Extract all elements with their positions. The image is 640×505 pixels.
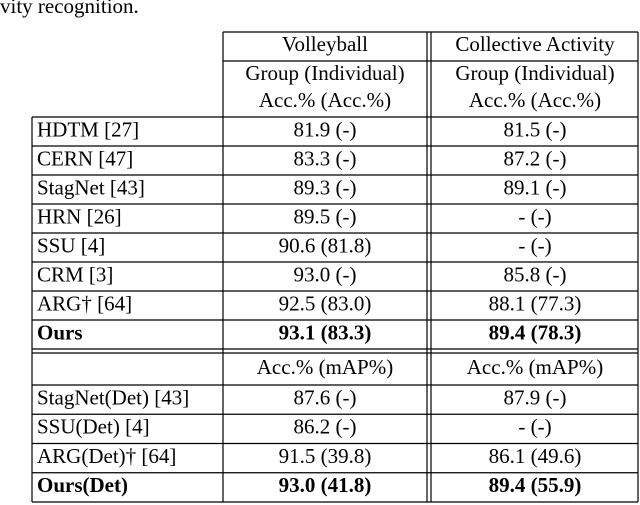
header-cell: Acc.% (mAP%) [257,355,393,379]
header-cell: Acc.% (Acc.%) [469,88,601,112]
method-cell: CERN [47] [37,146,133,170]
value-cell: 89.5 (-) [294,204,357,228]
value-cell: 86.1 (49.6) [489,444,582,468]
value-cell: 85.8 (-) [504,262,567,286]
method-cell: ARG(Det)† [64] [37,444,176,468]
caption: vity recognition. [0,0,139,18]
method-cell: StagNet [43] [37,175,145,199]
value-cell: - (-) [518,415,551,439]
header-cell: Volleyball [282,32,368,56]
value-cell: 93.0 (41.8) [279,473,372,497]
header-cell: Group (Individual) [245,61,404,85]
value-cell: 89.1 (-) [504,175,567,199]
value-cell: 89.4 (78.3) [489,320,582,344]
value-cell: 91.5 (39.8) [279,444,372,468]
value-cell: 83.3 (-) [294,146,357,170]
value-cell: 93.1 (83.3) [279,320,372,344]
value-cell: 88.1 (77.3) [489,291,582,315]
value-cell: 86.2 (-) [294,415,357,439]
value-cell: - (-) [518,204,551,228]
method-cell: SSU(Det) [4] [37,415,150,439]
grid [31,31,639,503]
value-cell: 87.2 (-) [504,146,567,170]
header-cell: Group (Individual) [455,61,614,85]
value-cell: 87.6 (-) [294,385,357,409]
method-cell: Ours(Det) [37,473,128,497]
header-cell: Collective Activity [455,32,615,56]
value-cell: 81.9 (-) [294,117,357,141]
value-cell: 87.9 (-) [504,385,567,409]
header-cell: Acc.% (mAP%) [467,355,603,379]
value-cell: 89.4 (55.9) [489,473,582,497]
header-cell: Acc.% (Acc.%) [259,88,391,112]
method-cell: CRM [3] [37,262,113,286]
method-cell: SSU [4] [37,233,105,257]
value-cell: 81.5 (-) [504,117,567,141]
method-cell: StagNet(Det) [43] [37,385,189,409]
value-cell: 93.0 (-) [294,262,357,286]
value-cell: 90.6 (81.8) [279,233,372,257]
value-cell: 92.5 (83.0) [279,291,372,315]
value-cell: 89.3 (-) [294,175,357,199]
method-cell: ARG† [64] [37,291,132,315]
method-cell: HDTM [27] [37,117,139,141]
value-cell: - (-) [518,233,551,257]
method-cell: Ours [37,320,83,344]
method-cell: HRN [26] [37,204,122,228]
